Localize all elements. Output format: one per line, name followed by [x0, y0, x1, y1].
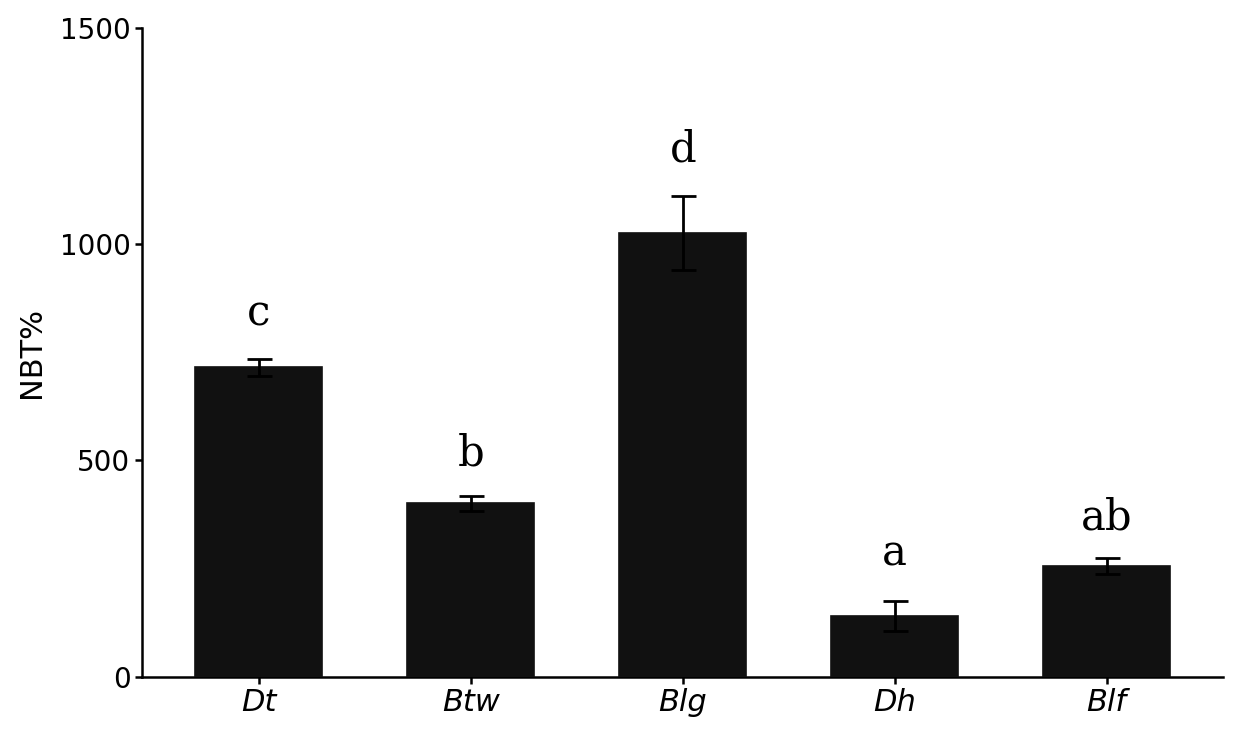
Y-axis label: NBT%: NBT% [16, 307, 46, 398]
Bar [407, 504, 534, 677]
Text: b: b [458, 432, 484, 474]
Text: d: d [670, 128, 696, 170]
Text: ab: ab [1081, 497, 1132, 539]
Bar [1043, 566, 1171, 677]
Bar [195, 367, 322, 677]
Text: a: a [883, 533, 908, 575]
Text: c: c [247, 293, 270, 335]
Bar [831, 616, 959, 677]
Bar [619, 233, 746, 677]
